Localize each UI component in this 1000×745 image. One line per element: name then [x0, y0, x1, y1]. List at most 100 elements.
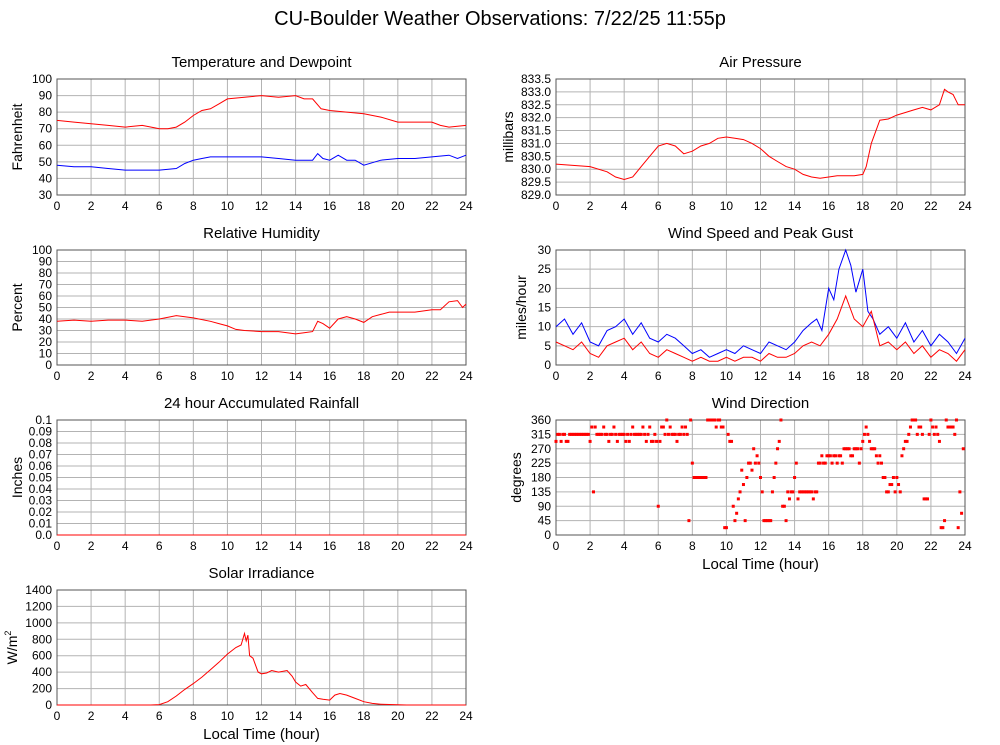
y-tick-label: 90 — [39, 89, 53, 103]
data-point — [784, 519, 788, 523]
data-point — [900, 454, 904, 458]
data-point — [798, 490, 802, 494]
series-line — [555, 88, 965, 181]
x-tick-label: 16 — [323, 369, 337, 383]
x-tick-label: 8 — [689, 369, 696, 383]
data-point — [678, 432, 682, 436]
data-point — [615, 439, 619, 443]
y-tick-label: 600 — [32, 649, 52, 663]
data-point — [735, 511, 739, 515]
x-tick-label: 14 — [788, 539, 802, 553]
data-point — [949, 425, 953, 429]
data-point — [958, 490, 962, 494]
data-point — [857, 461, 861, 465]
x-tick-label: 2 — [587, 369, 594, 383]
data-point — [643, 432, 647, 436]
data-point — [956, 526, 960, 530]
plot-frame — [555, 78, 966, 196]
data-point — [845, 447, 849, 451]
data-point — [924, 497, 928, 501]
x-tick-label: 8 — [689, 199, 696, 213]
y-tick-label: 80 — [39, 105, 53, 119]
data-point — [873, 447, 877, 451]
x-tick-label: 0 — [553, 539, 560, 553]
data-point — [820, 454, 824, 458]
data-point — [695, 476, 699, 479]
x-tick-label: 4 — [122, 199, 129, 213]
data-point — [719, 425, 723, 429]
y-tick-label: 830.5 — [521, 149, 551, 163]
chart-temp: 0 2 4 6 8 10 12 14 16 18 20 22 2430405060708090100Te… — [9, 54, 473, 213]
data-point — [808, 490, 812, 494]
data-point — [649, 439, 653, 443]
data-point — [614, 432, 618, 436]
data-point — [583, 432, 587, 436]
data-point — [854, 447, 858, 451]
data-point — [931, 425, 935, 429]
y-tick-label: 0.04 — [29, 482, 53, 496]
data-point — [917, 425, 921, 429]
data-point — [668, 425, 672, 429]
y-axis-label: millibars — [500, 111, 516, 162]
data-point — [759, 476, 762, 479]
data-point — [556, 432, 560, 436]
y-tick-label: 1200 — [25, 599, 52, 613]
x-tick-label: 0 — [553, 199, 560, 213]
data-point — [714, 425, 718, 429]
data-point — [680, 425, 684, 429]
data-point — [568, 432, 572, 436]
data-point — [864, 425, 868, 429]
data-point — [825, 454, 829, 458]
data-point — [559, 439, 563, 443]
data-point — [753, 461, 757, 465]
data-point — [598, 432, 602, 436]
y-tick-label: 800 — [32, 632, 52, 646]
data-point — [636, 432, 640, 436]
data-point — [897, 483, 901, 487]
y-tick-label: 20 — [39, 335, 53, 349]
data-point — [922, 497, 926, 501]
y-tick-label: 30 — [538, 243, 552, 257]
series-line — [56, 152, 467, 171]
data-point — [811, 497, 815, 501]
y-tick-label: 831.0 — [521, 136, 551, 150]
x-tick-label: 6 — [156, 199, 163, 213]
x-tick-label: 18 — [357, 539, 371, 553]
y-tick-label: 100 — [32, 243, 52, 257]
x-tick-label: 22 — [924, 199, 938, 213]
data-point — [609, 432, 613, 436]
y-axis-label: miles/hour — [513, 275, 529, 340]
x-tick-label: 16 — [323, 709, 337, 723]
plot-frame — [56, 589, 467, 706]
data-point — [943, 519, 947, 523]
series-line — [555, 294, 966, 362]
data-point — [852, 447, 856, 451]
x-tick-label: 16 — [822, 199, 836, 213]
data-point — [731, 504, 735, 508]
chart-title: Wind Direction — [712, 395, 810, 412]
data-point — [704, 476, 708, 479]
y-tick-label: 0.0 — [35, 528, 52, 542]
data-point — [844, 447, 848, 451]
data-point — [760, 490, 764, 494]
chart-solar: 0 2 4 6 8 10 12 14 16 18 20 22 240200400600800100012… — [3, 565, 473, 743]
data-point — [862, 432, 866, 436]
y-tick-label: 225 — [531, 456, 551, 470]
y-tick-label: 0.01 — [29, 517, 53, 531]
data-point — [782, 504, 786, 508]
data-point — [591, 490, 595, 494]
y-tick-label: 40 — [39, 171, 53, 185]
y-tick-label: 0 — [544, 358, 551, 372]
y-tick-label: 1000 — [25, 616, 52, 630]
data-point — [569, 432, 573, 436]
plot-frame — [555, 249, 966, 366]
x-tick-label: 10 — [720, 539, 734, 553]
data-point — [728, 439, 732, 443]
series-line — [56, 300, 467, 335]
data-point — [682, 432, 686, 436]
x-tick-label: 6 — [156, 539, 163, 553]
x-tick-label: 14 — [289, 369, 303, 383]
chart-humidity: 0 2 4 6 8 10 12 14 16 18 20 22 240102030405060708090… — [9, 225, 473, 383]
series-dots — [554, 418, 965, 530]
